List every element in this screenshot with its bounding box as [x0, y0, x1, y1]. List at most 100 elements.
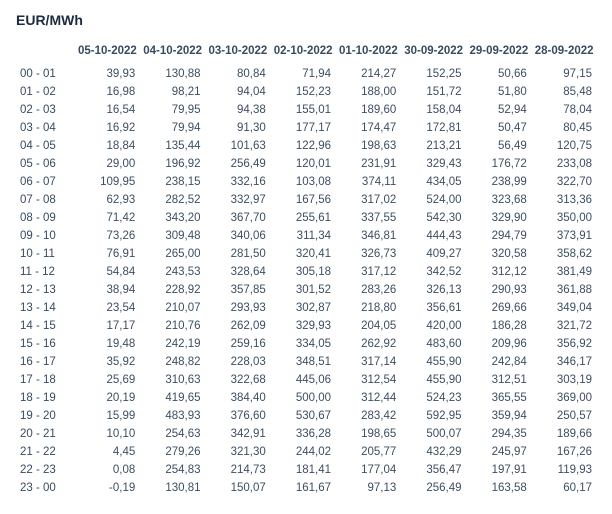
value-cell: 329,90	[466, 209, 531, 227]
value-cell: 326,13	[400, 281, 465, 299]
value-cell: 340,06	[205, 227, 270, 245]
value-cell: 29,00	[74, 155, 139, 173]
value-cell: 348,51	[270, 353, 335, 371]
value-cell: 85,48	[531, 83, 596, 101]
value-cell: 321,30	[205, 443, 270, 461]
value-cell: 384,40	[205, 389, 270, 407]
table-row: 18 - 1920,19419,65384,40500,00312,44524,…	[16, 389, 596, 407]
value-cell: 98,21	[139, 83, 204, 101]
value-cell: 78,04	[531, 101, 596, 119]
hour-cell: 17 - 18	[16, 371, 74, 389]
value-cell: 188,00	[335, 83, 400, 101]
value-cell: 16,92	[74, 119, 139, 137]
hour-cell: 21 - 22	[16, 443, 74, 461]
value-cell: 524,23	[400, 389, 465, 407]
value-cell: 346,81	[335, 227, 400, 245]
value-cell: 311,34	[270, 227, 335, 245]
value-cell: 342,91	[205, 425, 270, 443]
hour-cell: 18 - 19	[16, 389, 74, 407]
value-cell: 312,44	[335, 389, 400, 407]
value-cell: 73,26	[74, 227, 139, 245]
value-cell: 290,93	[466, 281, 531, 299]
value-cell: 256,49	[205, 155, 270, 173]
value-cell: 120,01	[270, 155, 335, 173]
value-cell: 329,93	[270, 317, 335, 335]
value-cell: 60,17	[531, 479, 596, 497]
value-cell: 321,72	[531, 317, 596, 335]
table-row: 14 - 1517,17210,76262,09329,93204,05420,…	[16, 317, 596, 335]
price-table: 05-10-202204-10-202203-10-202202-10-2022…	[16, 42, 596, 497]
hour-cell: 23 - 00	[16, 479, 74, 497]
value-cell: 56,49	[466, 137, 531, 155]
value-cell: 369,00	[531, 389, 596, 407]
value-cell: 342,52	[400, 263, 465, 281]
value-cell: 51,80	[466, 83, 531, 101]
value-cell: 293,93	[205, 299, 270, 317]
value-cell: -0,19	[74, 479, 139, 497]
value-cell: 176,72	[466, 155, 531, 173]
value-cell: 197,91	[466, 461, 531, 479]
value-cell: 542,30	[400, 209, 465, 227]
table-row: 23 - 00-0,19130,81150,07161,6797,13256,4…	[16, 479, 596, 497]
value-cell: 152,23	[270, 83, 335, 101]
value-cell: 250,57	[531, 407, 596, 425]
hour-cell: 13 - 14	[16, 299, 74, 317]
value-cell: 38,94	[74, 281, 139, 299]
value-cell: 309,48	[139, 227, 204, 245]
value-cell: 282,52	[139, 191, 204, 209]
header-col: 05-10-2022	[74, 42, 139, 65]
table-row: 09 - 1073,26309,48340,06311,34346,81444,…	[16, 227, 596, 245]
hour-cell: 08 - 09	[16, 209, 74, 227]
value-cell: 256,49	[400, 479, 465, 497]
value-cell: 381,49	[531, 263, 596, 281]
value-cell: 455,90	[400, 353, 465, 371]
value-cell: 150,07	[205, 479, 270, 497]
header-hour-blank	[16, 42, 74, 65]
value-cell: 238,99	[466, 173, 531, 191]
hour-cell: 09 - 10	[16, 227, 74, 245]
value-cell: 432,29	[400, 443, 465, 461]
value-cell: 25,69	[74, 371, 139, 389]
value-cell: 50,47	[466, 119, 531, 137]
value-cell: 18,84	[74, 137, 139, 155]
value-cell: 186,28	[466, 317, 531, 335]
table-row: 11 - 1254,84243,53328,64305,18317,12342,…	[16, 263, 596, 281]
header-col: 28-09-2022	[531, 42, 596, 65]
table-row: 19 - 2015,99483,93376,60530,67283,42592,…	[16, 407, 596, 425]
table-row: 15 - 1619,48242,19259,16334,05262,92483,…	[16, 335, 596, 353]
value-cell: 374,11	[335, 173, 400, 191]
hour-cell: 12 - 13	[16, 281, 74, 299]
value-cell: 524,00	[400, 191, 465, 209]
value-cell: 356,92	[531, 335, 596, 353]
table-row: 16 - 1735,92248,82228,03348,51317,14455,…	[16, 353, 596, 371]
value-cell: 361,88	[531, 281, 596, 299]
header-col: 29-09-2022	[466, 42, 531, 65]
header-row: 05-10-202204-10-202203-10-202202-10-2022…	[16, 42, 596, 65]
value-cell: 198,65	[335, 425, 400, 443]
value-cell: 434,05	[400, 173, 465, 191]
value-cell: 205,77	[335, 443, 400, 461]
table-row: 00 - 0139,93130,8880,8471,94214,27152,25…	[16, 65, 596, 83]
value-cell: 76,91	[74, 245, 139, 263]
value-cell: 245,97	[466, 443, 531, 461]
table-body: 00 - 0139,93130,8880,8471,94214,27152,25…	[16, 65, 596, 497]
value-cell: 62,93	[74, 191, 139, 209]
value-cell: 373,91	[531, 227, 596, 245]
table-row: 10 - 1176,91265,00281,50320,41326,73409,…	[16, 245, 596, 263]
value-cell: 317,12	[335, 263, 400, 281]
value-cell: 305,18	[270, 263, 335, 281]
value-cell: 242,84	[466, 353, 531, 371]
value-cell: 334,05	[270, 335, 335, 353]
hour-cell: 15 - 16	[16, 335, 74, 353]
value-cell: 218,80	[335, 299, 400, 317]
value-cell: 483,93	[139, 407, 204, 425]
value-cell: 279,26	[139, 443, 204, 461]
table-row: 01 - 0216,9898,2194,04152,23188,00151,72…	[16, 83, 596, 101]
value-cell: 161,67	[270, 479, 335, 497]
value-cell: 312,54	[335, 371, 400, 389]
table-row: 03 - 0416,9279,9491,30177,17174,47172,81…	[16, 119, 596, 137]
value-cell: 592,95	[400, 407, 465, 425]
value-cell: 163,58	[466, 479, 531, 497]
table-row: 02 - 0316,5479,9594,38155,01189,60158,04…	[16, 101, 596, 119]
value-cell: 17,17	[74, 317, 139, 335]
